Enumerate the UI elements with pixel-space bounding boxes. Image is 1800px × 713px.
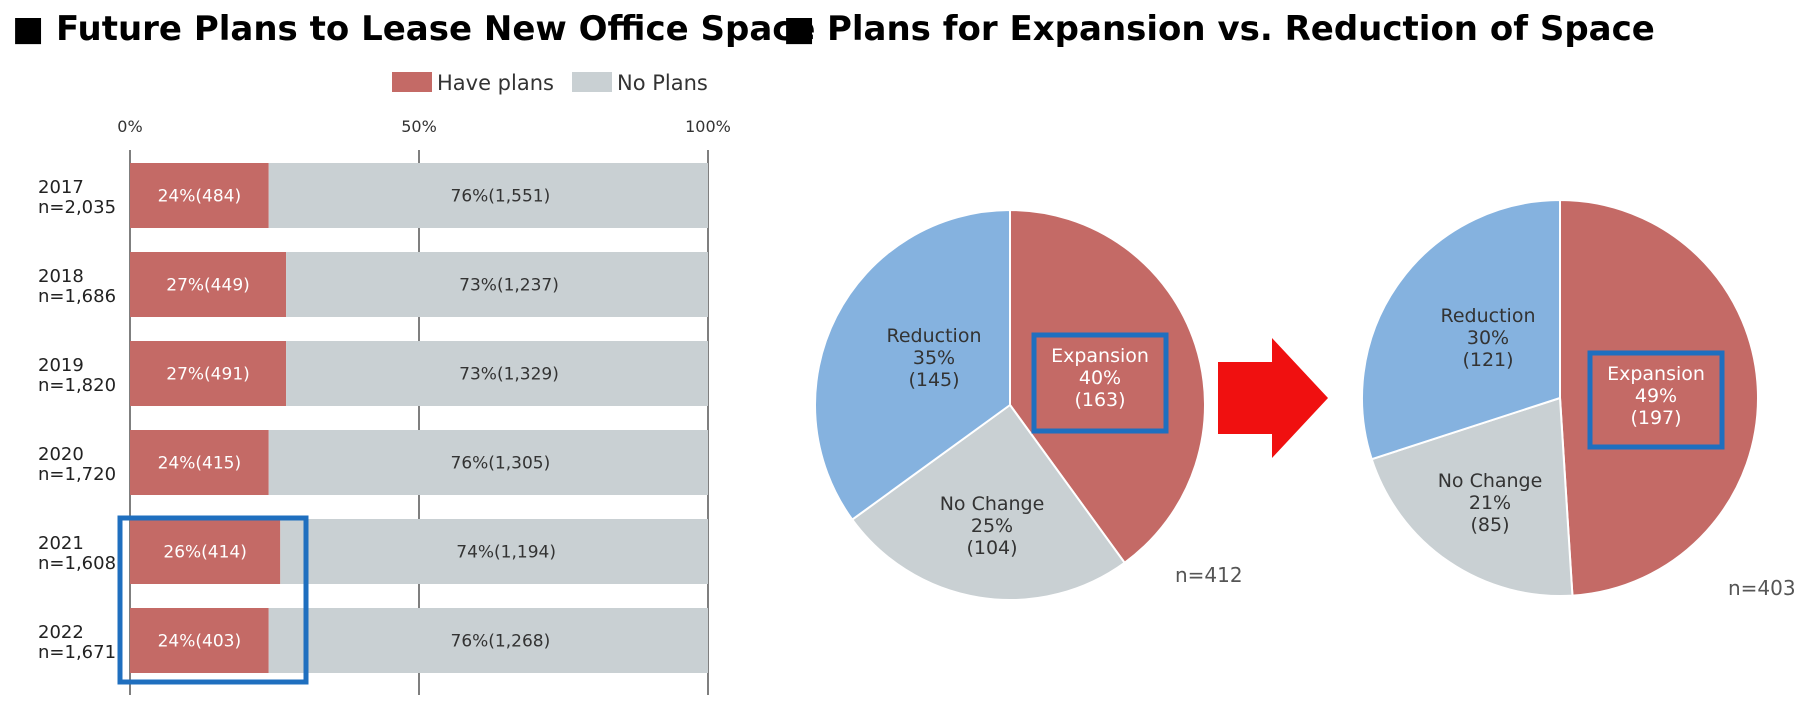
bar-marks: 24%(484) 76%(1,551) 27%(449) 73%(1,237) 27%(… bbox=[130, 163, 708, 673]
y-label-year: 2019 bbox=[38, 355, 84, 376]
pie-slice-expansion bbox=[1009, 208, 1206, 565]
bar-label-no-plans: 73%(1,329) bbox=[459, 365, 559, 385]
pie-label-expansion: Expansion bbox=[1607, 363, 1705, 385]
bar-label-no-plans: 76%(1,305) bbox=[451, 454, 551, 474]
y-axis-labels: 2017n=2,0352018n=1,6862019n=1,8202020n=1… bbox=[38, 177, 116, 663]
pie-label-expansion: (163) bbox=[1074, 389, 1125, 411]
pie-label-no-change: 25% bbox=[971, 515, 1013, 537]
bar-no-plans-2019 bbox=[286, 341, 708, 406]
bar-no-plans-2022 bbox=[268, 608, 708, 673]
bar-have-plans-2022 bbox=[130, 608, 269, 673]
pie-before-n-label: n=412 bbox=[1175, 563, 1243, 587]
pie-label-expansion: 49% bbox=[1635, 385, 1677, 407]
x-tick-label: 100% bbox=[685, 117, 731, 136]
bar-have-plans-2017 bbox=[130, 163, 269, 228]
y-label-year: 2021 bbox=[38, 533, 84, 554]
pie-slice-reduction bbox=[814, 208, 1011, 522]
x-tick-label: 50% bbox=[401, 117, 437, 136]
pie-label-reduction: (121) bbox=[1462, 349, 1513, 371]
pie-label-reduction: Reduction bbox=[1441, 305, 1536, 327]
pie-label-no-change: (85) bbox=[1470, 514, 1509, 536]
bar-chart-title: ■ Future Plans to Lease New Office Space bbox=[12, 9, 815, 49]
bar-no-plans-2018 bbox=[286, 252, 708, 317]
bar-label-have-plans: 27%(491) bbox=[166, 365, 250, 385]
right-arrow-icon bbox=[1218, 338, 1328, 458]
legend-swatch-no-plans bbox=[572, 72, 612, 92]
y-label-n: n=1,608 bbox=[38, 553, 116, 574]
bar-have-plans-2018 bbox=[130, 252, 287, 317]
pie-label-expansion: Expansion bbox=[1051, 345, 1149, 367]
bar-have-plans-2021 bbox=[130, 519, 281, 584]
x-tick-label: 0% bbox=[117, 117, 142, 136]
highlight-box-2021-2022 bbox=[117, 515, 309, 685]
y-label-n: n=1,671 bbox=[38, 642, 116, 663]
pie-label-no-change: (104) bbox=[966, 537, 1017, 559]
pie-label-reduction: Reduction bbox=[887, 325, 982, 347]
highlight-box-expansion bbox=[1587, 350, 1725, 450]
y-label-year: 2020 bbox=[38, 444, 84, 465]
pie-label-expansion: (197) bbox=[1630, 407, 1681, 429]
bar-no-plans-2020 bbox=[268, 430, 708, 495]
pie-label-reduction: 30% bbox=[1467, 327, 1509, 349]
bar-label-have-plans: 24%(415) bbox=[158, 454, 242, 474]
pie-slice-no-change bbox=[850, 403, 1127, 601]
highlight-box-expansion bbox=[1031, 332, 1169, 434]
bar-label-have-plans: 24%(403) bbox=[158, 632, 242, 652]
y-label-n: n=2,035 bbox=[38, 197, 116, 218]
bar-label-no-plans: 73%(1,237) bbox=[459, 276, 559, 296]
bar-label-have-plans: 27%(449) bbox=[166, 276, 250, 296]
x-axis-ticks: 0% 50% 100% bbox=[117, 117, 731, 136]
y-label-n: n=1,686 bbox=[38, 286, 116, 307]
bar-label-have-plans: 24%(484) bbox=[158, 187, 242, 207]
bar-no-plans-2017 bbox=[268, 163, 708, 228]
pie-label-no-change: 21% bbox=[1469, 492, 1511, 514]
legend: Have plans No Plans bbox=[392, 71, 708, 95]
legend-swatch-have-plans bbox=[392, 72, 432, 92]
pie-slice-expansion bbox=[1559, 198, 1759, 597]
y-label-n: n=1,720 bbox=[38, 464, 116, 485]
pie-label-no-change: No Change bbox=[940, 493, 1045, 515]
pie-slice-no-change bbox=[1370, 396, 1574, 597]
bar-no-plans-2021 bbox=[280, 519, 708, 584]
pie-label-reduction: 35% bbox=[913, 347, 955, 369]
pie-label-no-change: No Change bbox=[1438, 470, 1543, 492]
pie-label-expansion: 40% bbox=[1079, 367, 1121, 389]
bar-have-plans-2020 bbox=[130, 430, 269, 495]
bar-have-plans-2019 bbox=[130, 341, 287, 406]
pie-after-n-label: n=403 bbox=[1728, 576, 1796, 600]
bar-label-no-plans: 76%(1,551) bbox=[451, 187, 551, 207]
bar-label-have-plans: 26%(414) bbox=[163, 543, 247, 563]
bar-label-no-plans: 74%(1,194) bbox=[456, 543, 556, 563]
pie-slice-reduction bbox=[1361, 198, 1561, 461]
legend-label-no-plans: No Plans bbox=[617, 71, 708, 95]
y-label-year: 2017 bbox=[38, 177, 84, 198]
pie-chart-title: ■ Plans for Expansion vs. Reduction of S… bbox=[783, 9, 1655, 49]
y-label-year: 2022 bbox=[38, 622, 84, 643]
y-label-n: n=1,820 bbox=[38, 375, 116, 396]
legend-label-have-plans: Have plans bbox=[437, 71, 554, 95]
bar-gridlines bbox=[129, 150, 709, 695]
bar-label-no-plans: 76%(1,268) bbox=[451, 632, 551, 652]
pie-label-reduction: (145) bbox=[908, 369, 959, 391]
y-label-year: 2018 bbox=[38, 266, 84, 287]
